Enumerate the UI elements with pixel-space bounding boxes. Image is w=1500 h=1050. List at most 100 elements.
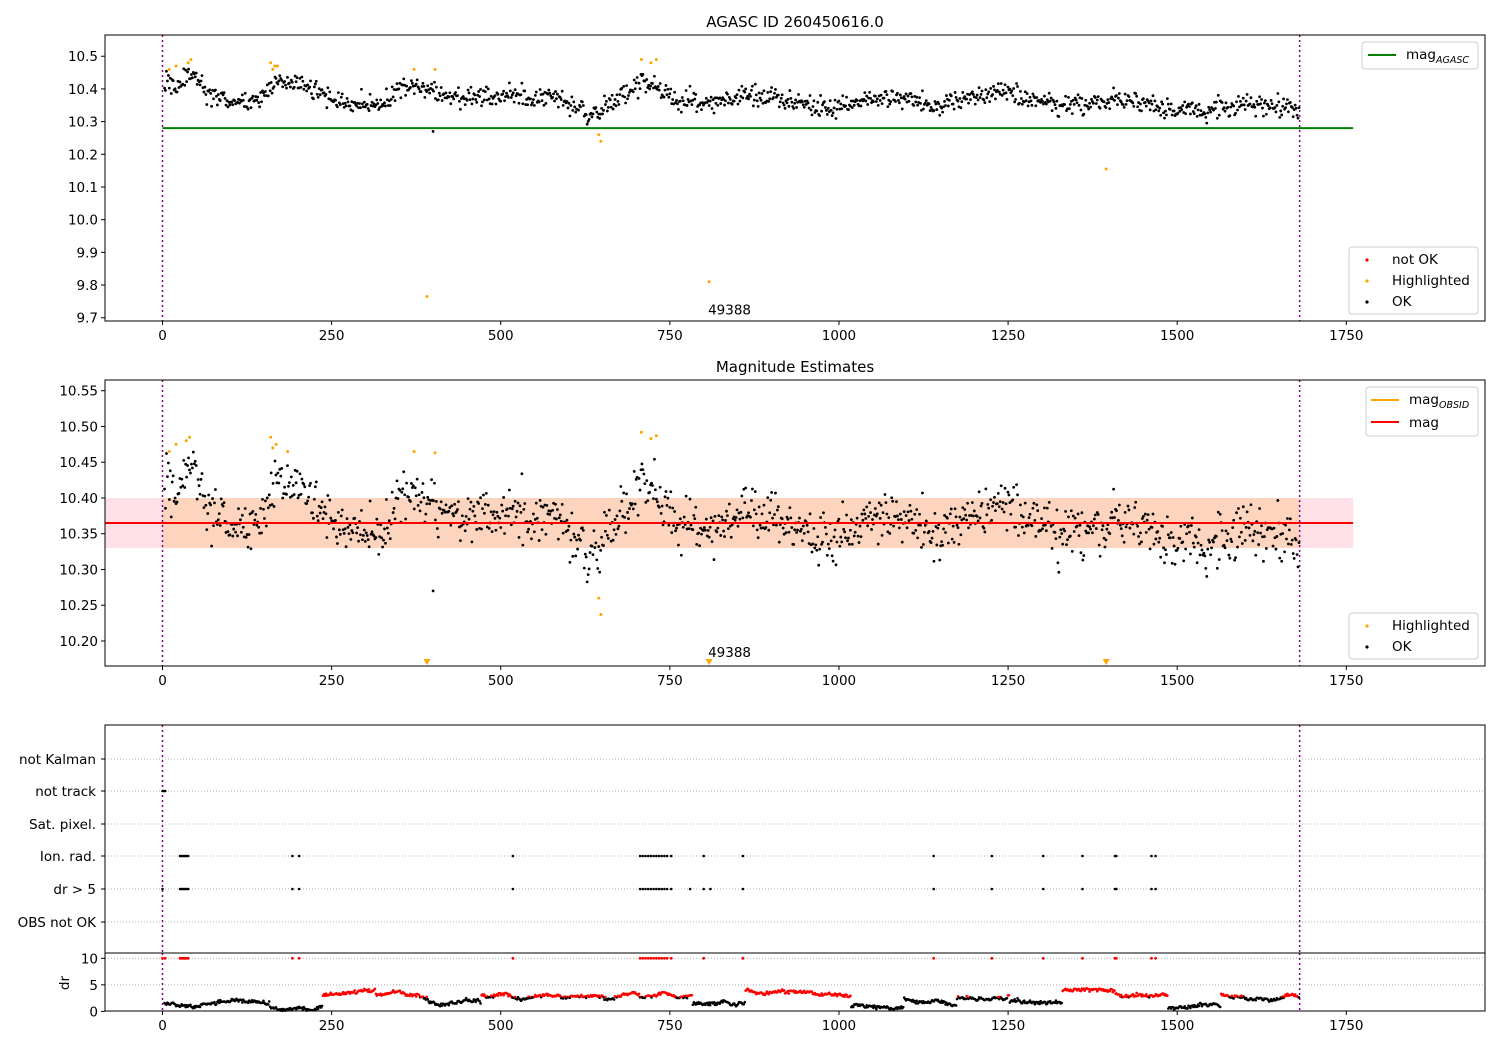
ok-point: [719, 534, 723, 537]
dr-point-high: [646, 956, 650, 960]
ok-point: [892, 524, 896, 528]
ok-point: [716, 526, 720, 530]
ok-point: [1126, 504, 1130, 508]
ok-point: [635, 76, 639, 79]
ok-point: [812, 527, 816, 530]
dr-point: [901, 1005, 905, 1009]
ok-point: [317, 504, 321, 508]
ok-point: [707, 104, 711, 107]
ok-point: [798, 516, 801, 520]
ok-point: [515, 509, 519, 513]
ok-point: [900, 107, 904, 111]
ok-point: [465, 98, 469, 102]
ok-point: [1082, 554, 1086, 557]
dr-point: [483, 993, 486, 996]
ok-point: [574, 110, 578, 114]
ok-point: [368, 499, 372, 503]
ok-point: [561, 531, 565, 535]
ok-point: [592, 529, 596, 533]
ok-point: [679, 110, 683, 114]
ok-point: [989, 86, 993, 90]
ok-point: [688, 84, 692, 88]
ok-point: [415, 477, 419, 481]
dr-point: [316, 1007, 320, 1011]
ok-point: [332, 527, 335, 531]
ok-point: [946, 516, 949, 520]
ok-point: [167, 86, 171, 90]
ok-point: [790, 100, 794, 104]
ok-point: [605, 109, 609, 113]
ok-point: [822, 511, 825, 515]
flag-point: [646, 887, 650, 891]
ok-point: [364, 531, 368, 535]
ok-point: [963, 508, 967, 511]
ok-point: [620, 87, 624, 90]
ok-point: [396, 497, 400, 500]
ok-point: [962, 517, 966, 521]
ok-point: [346, 525, 350, 529]
flag-point: [702, 854, 705, 858]
ok-point: [783, 106, 787, 110]
ok-point: [447, 95, 451, 99]
ok-point: [374, 536, 378, 539]
flag-point: [1154, 854, 1157, 858]
ok-point: [1272, 526, 1276, 530]
ok-point: [439, 500, 443, 504]
ok-point: [485, 525, 489, 529]
ok-point: [929, 541, 933, 545]
ok-point: [1043, 523, 1047, 527]
ok-point: [1050, 109, 1054, 113]
ok-point: [296, 496, 300, 500]
highlighted-point: [167, 450, 171, 453]
ok-point: [760, 92, 764, 95]
highlighted-point: [271, 67, 275, 71]
highlighted-point: [167, 67, 171, 71]
flag-point: [652, 887, 655, 891]
ok-point: [690, 103, 694, 107]
ok-point: [708, 99, 712, 103]
ok-point: [1243, 539, 1247, 542]
ok-point: [1138, 542, 1141, 546]
ok-point: [377, 552, 381, 556]
ok-point: [1151, 94, 1155, 98]
ok-point: [988, 100, 992, 104]
ok-point: [1087, 531, 1091, 535]
ok-point: [896, 514, 899, 518]
ok-point: [718, 96, 722, 100]
highlighted-point: [269, 61, 273, 65]
ok-point: [299, 86, 303, 89]
ok-point: [1111, 97, 1115, 101]
flag-point: [741, 854, 745, 858]
ok-point: [792, 542, 796, 546]
ok-point: [853, 530, 857, 534]
ok-point: [1276, 499, 1280, 502]
ok-point: [353, 100, 357, 104]
ok-point: [1244, 525, 1248, 529]
ok-point: [1015, 483, 1018, 487]
ok-point: [466, 88, 470, 92]
ok-point: [248, 98, 252, 101]
ok-point: [413, 486, 417, 490]
legend-top: magOBSID mag: [1365, 386, 1479, 437]
ok-point: [520, 81, 524, 85]
ok-point: [359, 106, 362, 110]
ok-point: [514, 515, 518, 519]
ok-point: [612, 102, 616, 106]
ok-point: [645, 78, 649, 81]
y-tick-label: 10.25: [59, 598, 98, 614]
ok-point: [933, 511, 937, 515]
ok-point: [375, 517, 379, 521]
ok-point: [862, 508, 866, 512]
ok-point: [1134, 500, 1138, 504]
ok-point: [172, 499, 176, 503]
ok-point: [897, 98, 900, 102]
ok-point: [1045, 98, 1049, 102]
flag-point: [660, 887, 664, 891]
flag-point: [297, 887, 301, 891]
ok-point: [1063, 529, 1067, 533]
ok-point: [537, 100, 541, 104]
ok-point: [449, 523, 453, 527]
ok-point: [681, 525, 685, 529]
ok-point: [503, 532, 506, 535]
highlighted-point: [649, 61, 653, 65]
